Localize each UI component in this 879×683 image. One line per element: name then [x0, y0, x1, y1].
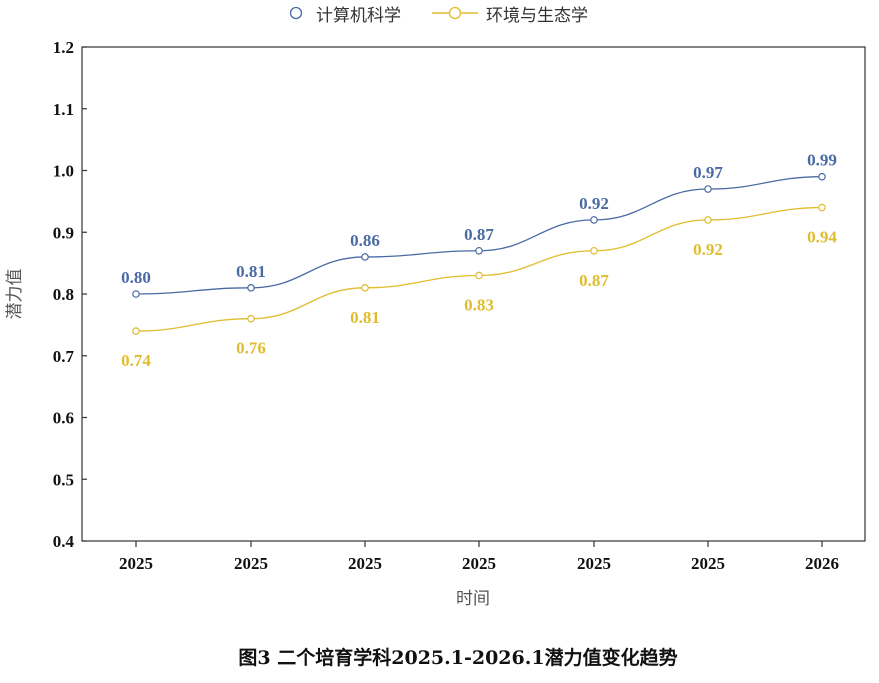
legend: 计算机科学 环境与生态学 [289, 6, 588, 26]
data-point-computer-science[interactable] [818, 172, 826, 181]
y-tick-label: 0.8 [53, 285, 74, 304]
series-layer: 0.80 0.81 0.86 0.87 0.92 0.97 0.99 0.74 0.76 0.81… [121, 151, 837, 370]
data-label-computer-science: 0.99 [807, 151, 837, 170]
data-point-computer-science[interactable] [590, 216, 598, 224]
y-tick-label: 0.7 [53, 347, 75, 366]
data-label-environment-ecology: 0.76 [236, 339, 266, 358]
legend-label-environment-ecology: 环境与生态学 [486, 6, 588, 26]
y-tick-label: 0.4 [53, 532, 75, 551]
x-tick-label: 2025 [691, 554, 725, 573]
x-tick-label: 2025 [462, 554, 496, 573]
x-tick-label: 2026 [805, 554, 839, 573]
data-point-computer-science[interactable] [132, 290, 140, 298]
data-point-environment-ecology[interactable] [132, 327, 140, 335]
data-point-computer-science[interactable] [704, 185, 712, 193]
legend-marker-environment-ecology [448, 6, 462, 20]
data-point-environment-ecology[interactable] [590, 246, 598, 255]
data-label-computer-science: 0.80 [121, 268, 151, 287]
legend-item-computer-science[interactable]: 计算机科学 [289, 6, 402, 26]
data-point-computer-science[interactable] [247, 284, 255, 292]
data-label-environment-ecology: 0.81 [350, 308, 380, 327]
data-label-environment-ecology: 0.83 [464, 295, 494, 314]
data-label-environment-ecology: 0.74 [121, 351, 151, 370]
y-axis-title: 潜力值 [5, 269, 25, 320]
y-tick-label: 1.2 [53, 38, 74, 57]
legend-item-environment-ecology[interactable]: 环境与生态学 [432, 6, 588, 26]
y-tick-label: 0.5 [53, 470, 74, 489]
plot-area-frame [81, 46, 866, 542]
figure-caption: 图3 二个培育学科2025.1-2026.1潜力值变化趋势 [238, 646, 677, 669]
y-tick-label: 1.0 [53, 162, 74, 181]
data-point-computer-science[interactable] [361, 253, 369, 261]
x-axis: 2025 2025 2025 2025 2025 2025 2026 [119, 541, 839, 573]
y-tick-label: 1.1 [53, 100, 74, 119]
data-label-computer-science: 0.87 [464, 225, 494, 244]
x-tick-label: 2025 [119, 554, 153, 573]
data-point-environment-ecology[interactable] [475, 271, 483, 280]
data-label-computer-science: 0.81 [236, 262, 266, 281]
data-label-computer-science: 0.86 [350, 231, 380, 250]
y-tick-label: 0.9 [53, 223, 74, 242]
data-label-environment-ecology: 0.87 [579, 271, 609, 290]
data-point-environment-ecology[interactable] [247, 314, 255, 323]
data-point-computer-science[interactable] [475, 246, 483, 255]
y-tick-label: 0.6 [53, 409, 74, 428]
x-tick-label: 2025 [348, 554, 382, 573]
y-axis: 0.4 0.5 0.6 0.7 0.8 0.9 1.0 1.1 1.2 [53, 38, 87, 551]
data-point-environment-ecology[interactable] [818, 203, 826, 212]
x-tick-label: 2025 [577, 554, 611, 573]
data-label-computer-science: 0.92 [579, 194, 609, 213]
x-tick-label: 2025 [234, 554, 268, 573]
data-label-computer-science: 0.97 [693, 163, 723, 182]
data-label-environment-ecology: 0.94 [807, 228, 837, 247]
data-point-environment-ecology[interactable] [704, 216, 712, 224]
legend-marker-computer-science [289, 6, 303, 20]
data-point-environment-ecology[interactable] [361, 284, 369, 292]
data-label-environment-ecology: 0.92 [693, 240, 723, 259]
x-axis-title: 时间 [456, 589, 490, 609]
legend-label-computer-science: 计算机科学 [316, 6, 401, 26]
